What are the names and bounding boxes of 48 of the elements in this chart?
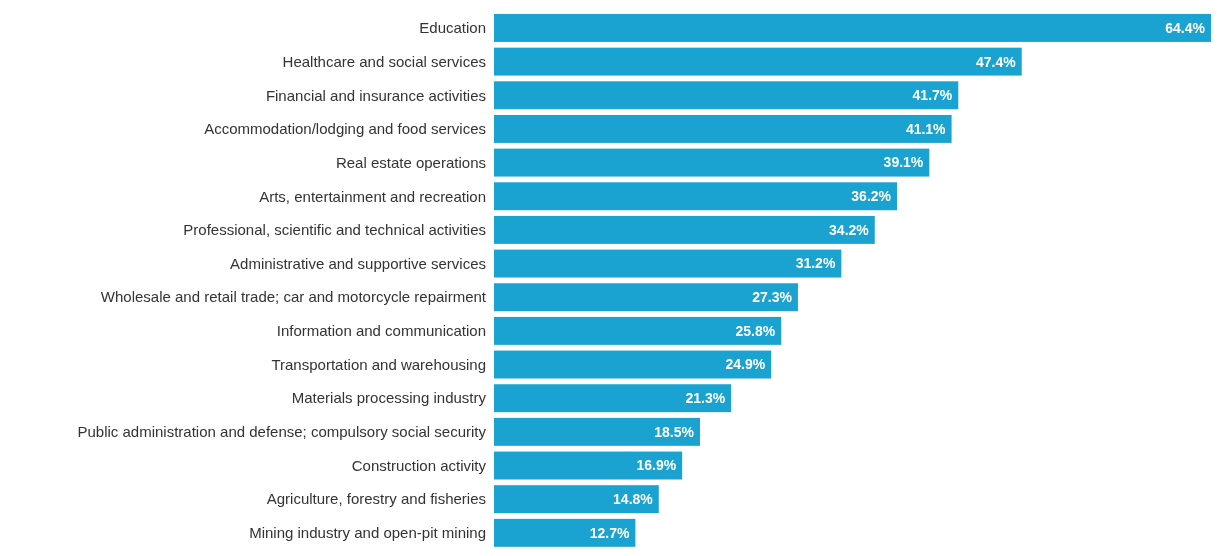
- y-tick-label: Professional, scientific and technical activities: [183, 221, 486, 239]
- bar: [494, 316, 782, 345]
- y-tick-label: Education: [419, 19, 486, 37]
- y-tick-label: Materials processing industry: [291, 389, 487, 407]
- data-label: 24.9%: [725, 356, 766, 373]
- y-tick-label: Healthcare and social services: [282, 52, 486, 70]
- bar: [494, 417, 700, 446]
- bar: [494, 47, 1022, 76]
- y-tick-label: Accommodation/lodging and food services: [204, 120, 486, 138]
- bar: [494, 14, 1211, 42]
- data-label: 64.4%: [1165, 19, 1206, 36]
- y-tick-label: Public administration and defense; compulsory social security: [77, 423, 487, 441]
- y-tick-label: Construction activity: [351, 456, 487, 474]
- bar: [494, 283, 798, 312]
- data-label: 16.9%: [636, 457, 677, 474]
- bar: [494, 350, 772, 379]
- data-label: 41.7%: [912, 87, 953, 104]
- bar: [494, 81, 959, 110]
- bar: [494, 182, 898, 211]
- bar: [494, 114, 952, 143]
- y-tick-label: Real estate operations: [335, 153, 486, 171]
- data-label: 36.2%: [851, 188, 892, 205]
- bar: [494, 384, 732, 413]
- data-label: 34.2%: [829, 221, 870, 238]
- data-label: 21.3%: [685, 390, 726, 407]
- y-tick-label: Agriculture, forestry and fisheries: [266, 490, 486, 508]
- y-tick-label: Wholesale and retail trade; car and motorcycle repairment: [100, 288, 487, 306]
- data-label: 18.5%: [654, 423, 695, 440]
- data-label: 41.1%: [905, 120, 947, 137]
- bar: [494, 485, 659, 514]
- bar: [494, 148, 930, 177]
- bar: [494, 518, 636, 547]
- data-label: 47.4%: [976, 53, 1017, 70]
- data-label: 31.2%: [795, 255, 836, 272]
- y-tick-label: Mining industry and open-pit mining: [249, 524, 486, 542]
- data-label: 14.8%: [613, 491, 654, 508]
- bar: [494, 215, 875, 244]
- data-label: 27.3%: [752, 289, 793, 306]
- data-label: 12.7%: [589, 524, 630, 541]
- y-tick-label: Arts, entertainment and recreation: [259, 187, 486, 205]
- bar: [494, 249, 842, 278]
- y-tick-label: Transportation and warehousing: [271, 355, 486, 373]
- data-label: 25.8%: [735, 322, 776, 339]
- y-tick-label: Financial and insurance activities: [265, 86, 486, 104]
- data-label: 39.1%: [883, 154, 924, 171]
- y-tick-label: Information and communication: [276, 322, 486, 340]
- bar: [494, 451, 683, 480]
- y-tick-label: Administrative and supportive services: [230, 254, 486, 272]
